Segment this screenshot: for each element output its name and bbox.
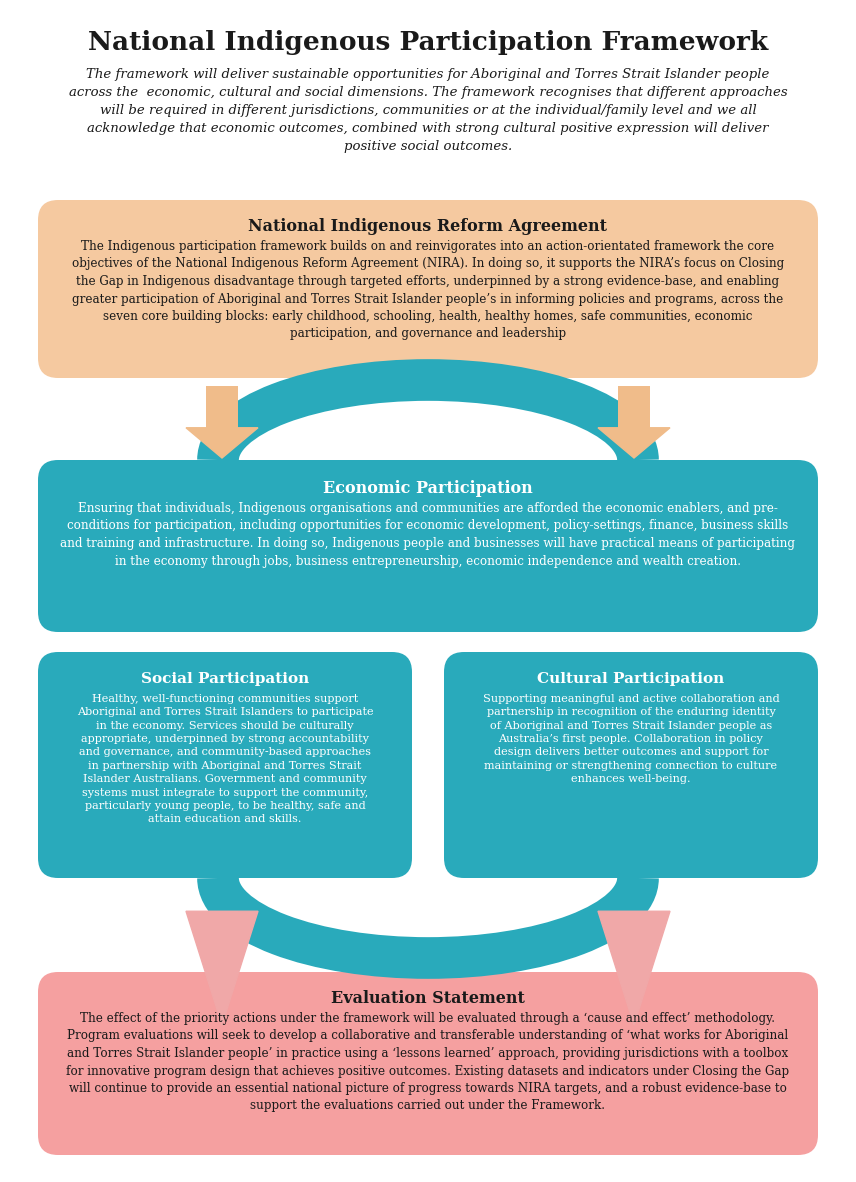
Text: Social Participation: Social Participation xyxy=(141,673,309,686)
FancyBboxPatch shape xyxy=(205,387,238,428)
FancyBboxPatch shape xyxy=(38,200,818,378)
FancyBboxPatch shape xyxy=(38,652,412,878)
Polygon shape xyxy=(186,428,258,457)
Polygon shape xyxy=(186,911,258,1025)
Polygon shape xyxy=(598,428,670,457)
Text: Evaluation Statement: Evaluation Statement xyxy=(331,991,525,1007)
Text: Healthy, well-functioning communities support
Aboriginal and Torres Strait Islan: Healthy, well-functioning communities su… xyxy=(77,694,373,824)
Text: Supporting meaningful and active collaboration and
partnership in recognition of: Supporting meaningful and active collabo… xyxy=(483,694,779,784)
FancyBboxPatch shape xyxy=(205,911,238,953)
Polygon shape xyxy=(598,911,670,1025)
Text: Cultural Participation: Cultural Participation xyxy=(538,673,725,686)
Text: The effect of the priority actions under the framework will be evaluated through: The effect of the priority actions under… xyxy=(67,1012,789,1112)
Text: The framework will deliver sustainable opportunities for Aboriginal and Torres S: The framework will deliver sustainable o… xyxy=(68,69,788,152)
FancyBboxPatch shape xyxy=(618,387,651,428)
Text: The Indigenous participation framework builds on and reinvigorates into an actio: The Indigenous participation framework b… xyxy=(72,240,784,340)
Text: Economic Participation: Economic Participation xyxy=(323,480,533,496)
FancyBboxPatch shape xyxy=(38,460,818,632)
Text: Ensuring that individuals, Indigenous organisations and communities are afforded: Ensuring that individuals, Indigenous or… xyxy=(61,502,795,567)
FancyBboxPatch shape xyxy=(618,911,651,953)
Text: National Indigenous Participation Framework: National Indigenous Participation Framew… xyxy=(88,30,768,56)
FancyBboxPatch shape xyxy=(38,972,818,1155)
Text: National Indigenous Reform Agreement: National Indigenous Reform Agreement xyxy=(248,217,608,235)
FancyBboxPatch shape xyxy=(444,652,818,878)
